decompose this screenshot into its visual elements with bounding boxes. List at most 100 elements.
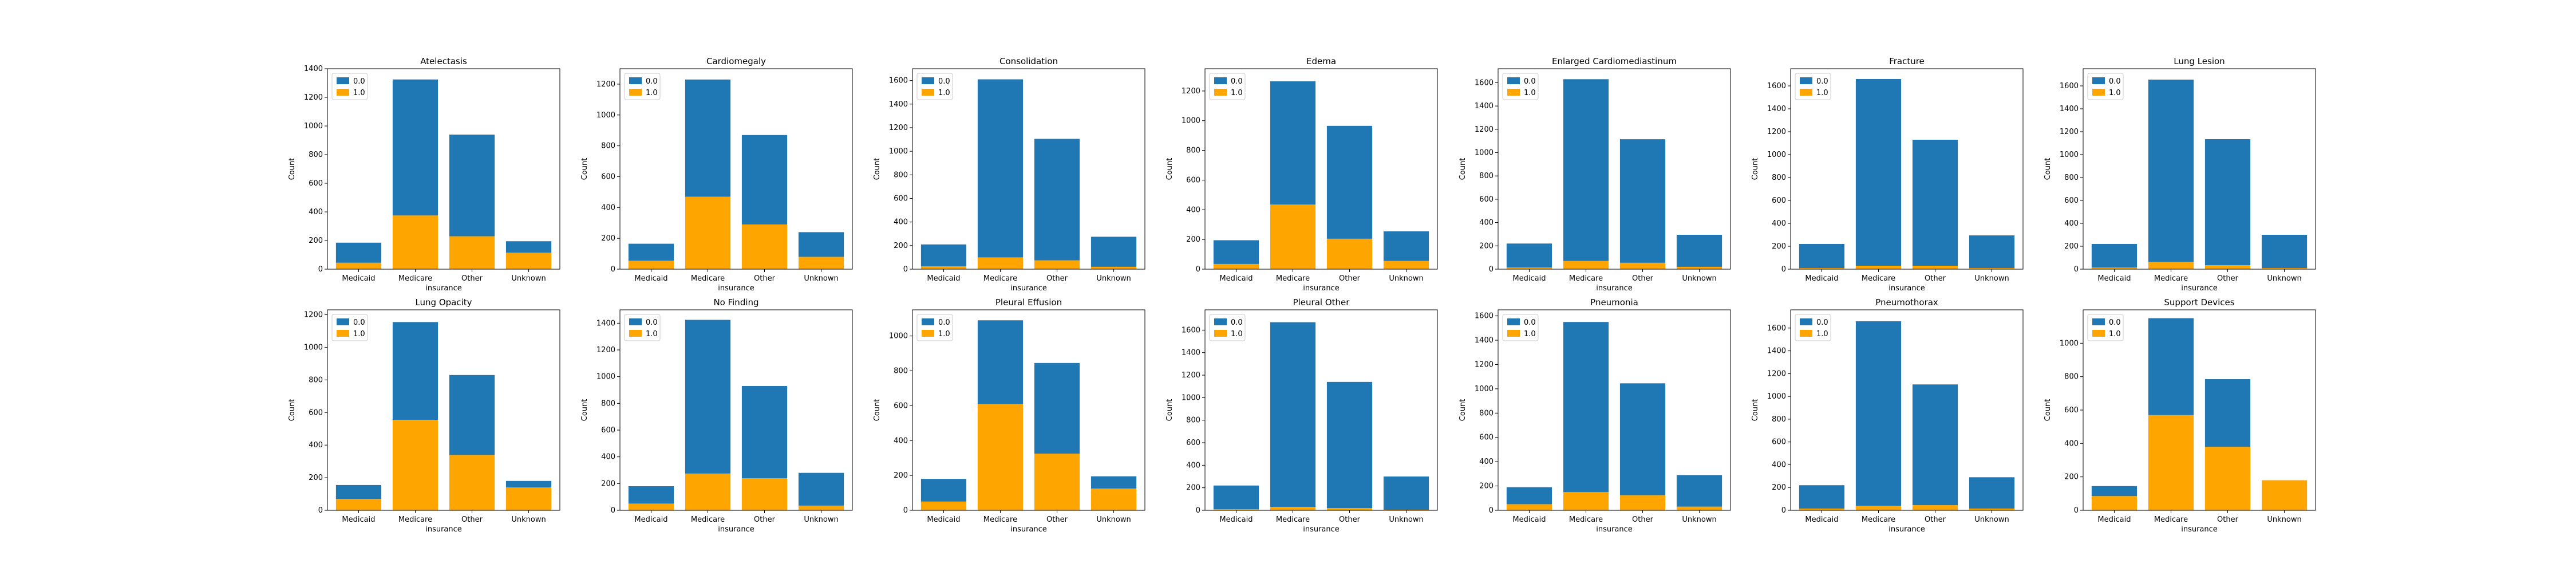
y-tick-label: 1000 — [889, 332, 908, 341]
bar-0_0-other — [1326, 381, 1373, 509]
bar-0_0-medicaid — [1213, 485, 1259, 510]
x-tick-label: Unknown — [2267, 274, 2301, 283]
bar-1_0-unknown — [1383, 261, 1429, 269]
bar-0_0-medicare — [2148, 80, 2194, 262]
x-tick-label: Medicaid — [634, 515, 667, 524]
subplot-13: 0 200 400 600 800 1000 Medicaid Medicare Other Un… — [2044, 297, 2316, 534]
bar-1_0-other — [741, 478, 788, 510]
subplot-title: Cardiomegaly — [706, 56, 766, 66]
axes-frame — [619, 68, 853, 270]
y-tick-label: 600 — [894, 401, 908, 410]
legend-swatch-0_0 — [1507, 77, 1520, 84]
y-axis-label: Count — [873, 158, 882, 180]
y-tick-label: 1000 — [2060, 339, 2079, 348]
bar-1_0-medicare — [1855, 266, 1902, 269]
x-tick-label: Medicare — [691, 274, 725, 283]
bar-0_0-unknown — [798, 472, 844, 506]
x-tick-label: Unknown — [1096, 515, 1131, 524]
bar-0_0-other — [1326, 125, 1373, 239]
legend-label: 1.0 — [2109, 330, 2121, 338]
y-tick-label: 1000 — [304, 343, 323, 352]
y-tick-label: 0 — [1489, 506, 1494, 515]
x-tick-label: Medicaid — [1219, 274, 1253, 283]
bar-1_0-medicare — [685, 196, 731, 269]
x-tick-label: Unknown — [511, 515, 546, 524]
x-tick-label: Medicaid — [1805, 515, 1838, 524]
bar-0_0-other — [741, 386, 788, 478]
subplot-title: Consolidation — [999, 56, 1058, 66]
x-tick-label: Other — [1339, 515, 1361, 524]
y-axis-label: Count — [580, 158, 589, 180]
x-tick-label: Medicaid — [342, 274, 375, 283]
x-tick-label: Other — [461, 515, 483, 524]
bar-0_0-medicaid — [920, 479, 967, 502]
bar-1_0-unknown — [505, 487, 552, 510]
bar-0_0-medicare — [1855, 79, 1902, 266]
x-tick-label: Unknown — [1389, 274, 1423, 283]
x-tick-label: Medicaid — [1512, 274, 1546, 283]
legend: 0.01.0 — [2087, 314, 2124, 341]
y-tick-label: 1000 — [1475, 149, 1494, 157]
subplot-2: 0 200 400 600 800 1000 1200 1400 1600 Medicaid Med… — [873, 56, 1145, 293]
y-tick-label: 200 — [601, 479, 615, 488]
x-axis-label: insurance — [1888, 525, 1925, 534]
x-tick-label: Other — [2217, 274, 2239, 283]
x-tick-label: Unknown — [1096, 274, 1131, 283]
x-tick-label: Medicare — [691, 515, 725, 524]
y-tick-label: 800 — [894, 367, 908, 376]
y-tick-label: 400 — [1479, 219, 1494, 227]
legend-swatch-0_0 — [1800, 77, 1812, 84]
x-tick-label: Other — [1925, 515, 1946, 524]
x-tick-label: Other — [1046, 515, 1068, 524]
bar-0_0-other — [2204, 139, 2251, 265]
x-tick-label: Other — [1046, 274, 1068, 283]
legend: 0.01.0 — [916, 314, 953, 341]
bar-0_0-unknown — [1676, 234, 1722, 267]
y-tick-label: 1600 — [1182, 326, 1200, 334]
y-tick-label: 1400 — [1475, 336, 1494, 345]
bar-1_0-other — [1912, 266, 1958, 269]
bar-1_0-medicare — [392, 420, 438, 510]
bar-0_0-unknown — [798, 232, 844, 257]
y-axis-label: Count — [873, 399, 882, 422]
x-axis-label: insurance — [1010, 284, 1047, 293]
subplot-11: 0 200 400 600 800 1000 1200 1400 1600 Medicaid Med… — [1459, 297, 1731, 534]
bar-0_0-other — [1912, 140, 1958, 266]
x-tick-label: Medicaid — [1219, 515, 1253, 524]
y-tick-label: 400 — [1772, 219, 1786, 228]
x-axis-label: insurance — [2181, 284, 2218, 293]
y-tick-label: 400 — [894, 218, 908, 227]
legend: 0.01.0 — [624, 73, 661, 100]
subplot-1: 0 200 400 600 800 1000 1200 Medicaid Medicare Oth… — [580, 56, 853, 293]
bar-1_0-medicaid — [1799, 509, 1845, 510]
bar-0_0-medicare — [1270, 322, 1316, 507]
subplot-9: 0 200 400 600 800 1000 Medicaid Medicare Other Un… — [873, 297, 1145, 534]
y-tick-label: 1600 — [1475, 78, 1494, 87]
x-tick-label: Medicare — [2154, 515, 2188, 524]
bar-1_0-unknown — [1969, 268, 2015, 269]
x-tick-label: Other — [754, 515, 776, 524]
bar-1_0-unknown — [1091, 488, 1137, 510]
y-tick-label: 400 — [1186, 206, 1200, 214]
subplot-0: 0 200 400 600 800 1000 1200 1400 Medicaid Medicar… — [288, 56, 560, 293]
legend-swatch-1_0 — [1507, 89, 1520, 96]
x-axis-label: insurance — [425, 525, 462, 534]
axes-frame — [1790, 309, 2024, 511]
legend: 0.01.0 — [1502, 73, 1539, 100]
legend-swatch-0_0 — [922, 318, 934, 325]
legend: 0.01.0 — [2087, 73, 2124, 100]
bar-1_0-medicaid — [2091, 267, 2138, 269]
legend-swatch-0_0 — [337, 77, 349, 84]
subplot-4: 0 200 400 600 800 1000 1200 1400 1600 Medicaid Med… — [1459, 56, 1731, 293]
x-axis-label: insurance — [1596, 284, 1633, 293]
y-axis-label: Count — [1459, 158, 1467, 180]
bar-0_0-medicare — [685, 320, 731, 474]
bar-1_0-medicare — [1563, 492, 1609, 510]
legend-swatch-1_0 — [1214, 89, 1227, 96]
x-tick-label: Unknown — [804, 274, 838, 283]
subplot-title: Pneumothorax — [1875, 297, 1938, 308]
y-tick-label: 400 — [309, 441, 323, 450]
bar-1_0-unknown — [798, 257, 844, 269]
legend-label: 1.0 — [353, 89, 365, 97]
y-tick-label: 1400 — [1767, 347, 1786, 356]
